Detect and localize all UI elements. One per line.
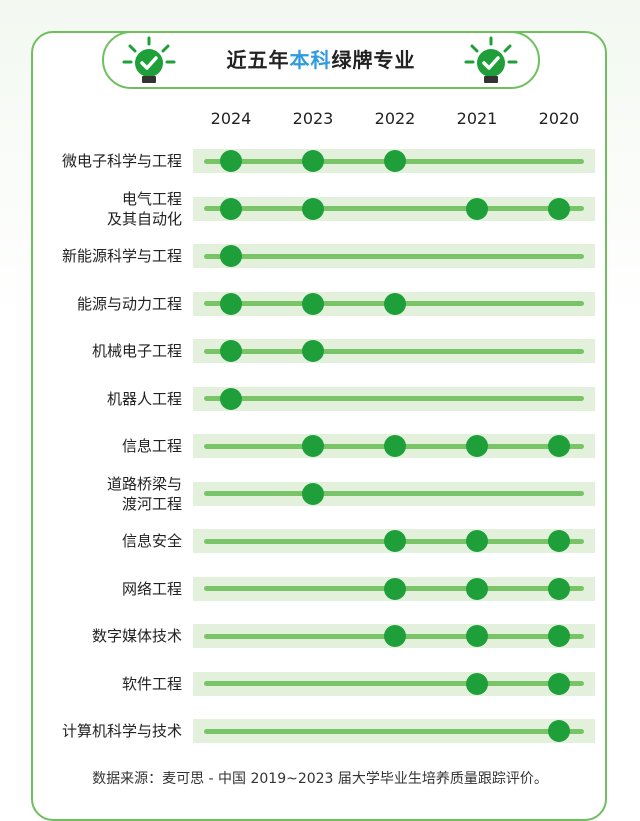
major-label: 信息安全: [121, 532, 182, 550]
row-line: [204, 728, 584, 734]
major-label: 机器人工程: [106, 389, 182, 408]
major-label: 软件工程: [121, 674, 182, 693]
green-badge-dot: [384, 292, 406, 315]
green-badge-dot: [220, 150, 242, 172]
year-header: 2024 2023 2022 2021 2020: [0, 106, 640, 132]
green-badge-dot: [548, 435, 570, 457]
chart-title: 近五年本科绿牌专业: [102, 44, 540, 76]
row-line: [204, 396, 584, 401]
green-badge-dot: [548, 672, 570, 695]
lightbulb-check-icon: [122, 36, 176, 83]
major-label: 电气工程 及其自动化: [106, 189, 182, 228]
green-badge-dot: [384, 530, 406, 552]
green-badge-dot: [220, 387, 242, 410]
major-label: 信息工程: [121, 437, 182, 455]
green-badge-dot: [220, 197, 242, 220]
green-badge-dot: [466, 577, 488, 600]
major-label: 微电子科学与工程: [61, 152, 182, 170]
major-label: 新能源科学与工程: [61, 247, 182, 265]
green-badge-dot: [220, 340, 242, 362]
source-note: 数据来源：麦可思 - 中国 2019~2023 届大学毕业生培养质量跟踪评价。: [92, 771, 548, 787]
green-badge-dot: [302, 197, 324, 220]
green-badge-dot: [220, 292, 242, 315]
lightbulb-check-icon: [464, 36, 518, 83]
green-badge-dot: [384, 435, 406, 457]
row-line: [204, 206, 584, 211]
major-label: 能源与动力工程: [76, 294, 182, 313]
green-badge-dot: [548, 577, 570, 600]
green-badge-dot: [302, 292, 324, 315]
title-part-1: 近五年: [226, 48, 290, 72]
year-label: 2022: [374, 109, 416, 128]
green-badge-dot: [466, 625, 488, 647]
year-label: 2020: [538, 109, 580, 128]
green-badge-dot: [384, 150, 406, 172]
green-badge-dot: [548, 720, 570, 742]
major-label: 网络工程: [121, 579, 182, 598]
green-badge-dot: [466, 672, 488, 695]
green-badge-dot: [548, 625, 570, 647]
title-pill: [102, 31, 540, 89]
year-label: 2024: [210, 109, 252, 128]
title-highlight: 本科: [289, 48, 332, 72]
year-label: 2023: [292, 109, 334, 128]
title-part-2: 绿牌专业: [331, 48, 416, 72]
green-badge-dot: [302, 340, 324, 362]
major-label: 数字媒体技术: [91, 627, 182, 645]
row-line: [204, 253, 584, 259]
major-label: 道路桥梁与 渡河工程: [106, 474, 182, 513]
year-label: 2021: [456, 109, 498, 128]
green-badge-dot: [302, 435, 324, 457]
row-line: [204, 348, 584, 354]
major-label: 计算机科学与技术: [61, 722, 182, 740]
green-badge-dot: [384, 577, 406, 600]
green-badge-dot: [548, 530, 570, 552]
green-badge-dot: [302, 482, 324, 505]
green-badge-dot: [466, 197, 488, 220]
green-badge-dot: [548, 197, 570, 220]
row-line: [204, 491, 584, 496]
green-badge-dot: [220, 245, 242, 267]
major-label: 机械电子工程: [91, 342, 182, 360]
row-line: [204, 681, 584, 686]
green-badge-dot: [466, 530, 488, 552]
green-badge-dot: [384, 625, 406, 647]
green-badge-dot: [466, 435, 488, 457]
green-badge-dot: [302, 150, 324, 172]
